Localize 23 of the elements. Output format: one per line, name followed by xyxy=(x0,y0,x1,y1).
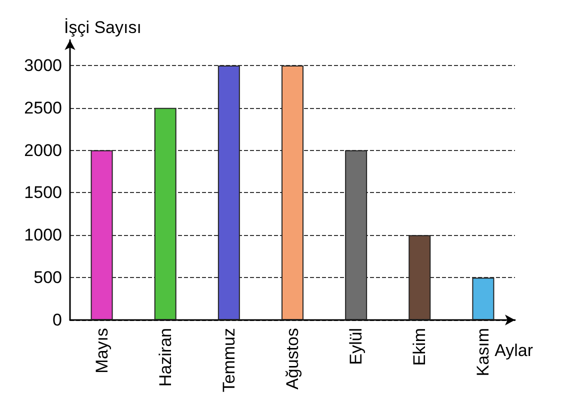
bar xyxy=(345,150,368,320)
y-tick-label: 3000 xyxy=(24,56,62,75)
bar xyxy=(90,150,113,320)
x-axis-title: Aylar xyxy=(494,341,534,360)
bar xyxy=(472,278,494,320)
bar xyxy=(154,108,176,320)
bar xyxy=(218,65,240,320)
x-tick-label: Eylül xyxy=(346,328,366,365)
y-tick-label: 1000 xyxy=(24,226,62,245)
x-tick-label: Mayıs xyxy=(92,328,112,374)
y-tick-label: 1500 xyxy=(24,183,62,202)
x-tick-label: Ağustos xyxy=(283,328,302,390)
x-tick-label: Haziran xyxy=(156,328,175,387)
x-tick-label: Ekim xyxy=(410,328,430,366)
y-tick-label: 0 xyxy=(52,310,62,330)
y-tick-label: 2500 xyxy=(24,98,62,118)
y-tick-label: 2000 xyxy=(24,140,62,160)
y-tick-label: 500 xyxy=(34,268,62,288)
y-axis-title: İşçi Sayısı xyxy=(64,18,142,37)
bar xyxy=(282,65,304,320)
x-tick-label: Kasım xyxy=(474,328,493,376)
x-tick-label: Temmuz xyxy=(219,328,238,392)
bar xyxy=(408,235,431,320)
